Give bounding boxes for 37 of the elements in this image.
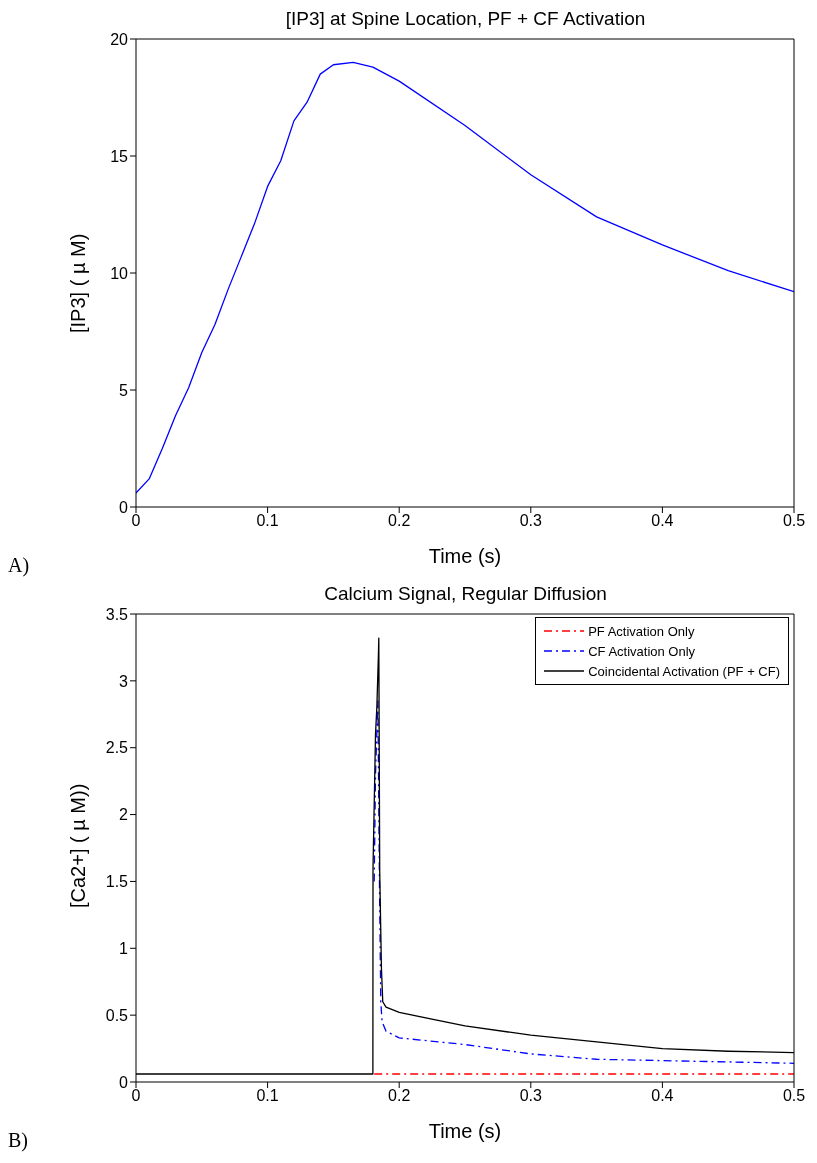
- line-series: [136, 61, 794, 494]
- y-tick-label: 3: [119, 672, 129, 690]
- x-tick-label: 0.4: [651, 1087, 674, 1105]
- y-tick-label: 20: [110, 30, 129, 48]
- legend-label: CF Activation Only: [588, 643, 696, 659]
- x-tick-label: 0.5: [782, 1087, 806, 1105]
- x-tick-label: 0.2: [388, 512, 411, 530]
- x-tick-label: 0.2: [388, 1087, 411, 1105]
- x-tick-label: 0: [131, 512, 141, 530]
- y-tick-label: 0: [119, 1073, 129, 1091]
- x-tick-label: 0.5: [782, 512, 806, 530]
- y-axis-title: [IP3] ( µ M): [67, 233, 90, 333]
- x-tick-label: 0.3: [519, 1087, 543, 1105]
- y-tick-label: 0: [119, 498, 129, 516]
- x-axis-title: Time (s): [428, 545, 502, 567]
- y-tick-label: 10: [110, 264, 129, 282]
- x-tick-label: 0.1: [256, 1087, 279, 1105]
- legend-label: PF Activation Only: [588, 623, 695, 639]
- y-tick-label: 2: [119, 806, 129, 824]
- text: B): [8, 1129, 28, 1152]
- y-axis-title: [Ca2+] ( µ M)): [67, 783, 90, 908]
- y-tick-label: 1: [119, 939, 129, 957]
- text: A): [8, 554, 30, 577]
- x-tick-label: 0.4: [651, 512, 674, 530]
- y-tick-label: 1.5: [105, 873, 129, 891]
- y-tick-label: 2.5: [105, 739, 129, 757]
- chart-title: [IP3] at Spine Location, PF + CF Activation: [284, 8, 647, 30]
- x-tick-label: 0.1: [256, 512, 279, 530]
- y-tick-label: 5: [119, 381, 129, 399]
- y-tick-label: 15: [110, 147, 129, 165]
- chart-title: Calcium Signal, Regular Diffusion: [323, 583, 608, 605]
- y-tick-label: 0.5: [105, 1006, 129, 1024]
- legend-label: Coincidental Activation (PF + CF): [588, 663, 780, 679]
- x-tick-label: 0.3: [519, 512, 543, 530]
- x-axis-title: Time (s): [428, 1120, 502, 1142]
- x-tick-label: 0: [131, 1087, 141, 1105]
- y-tick-label: 3.5: [105, 605, 129, 623]
